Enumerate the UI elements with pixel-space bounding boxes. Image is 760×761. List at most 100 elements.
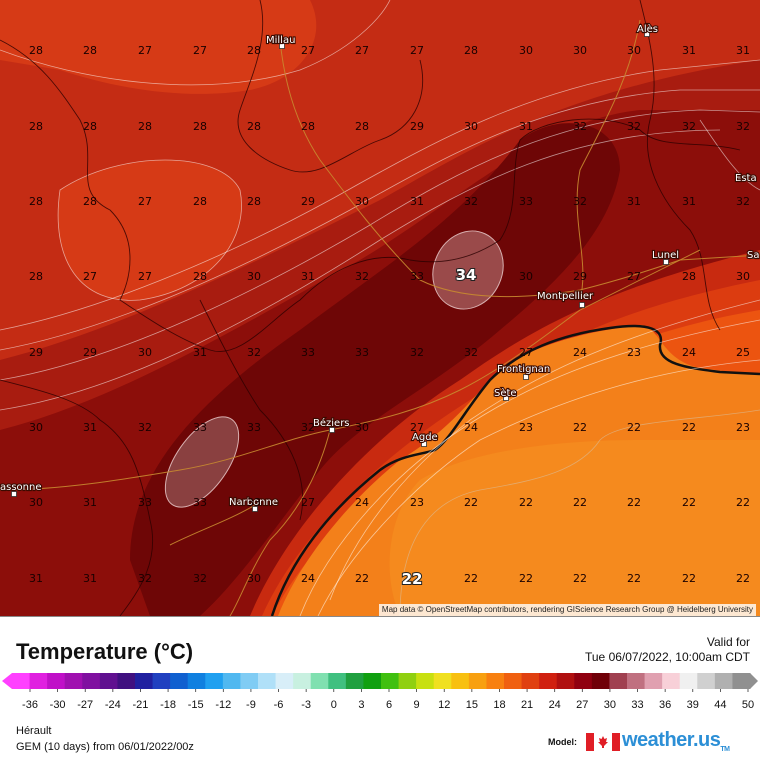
grid-value: 30	[573, 44, 587, 57]
legend-title: Temperature (°C)	[16, 639, 194, 664]
scale-tick-label: 0	[331, 699, 337, 711]
city-marker-icon[interactable]	[579, 302, 585, 308]
grid-value: 28	[29, 195, 43, 208]
grid-value: 29	[301, 195, 315, 208]
scale-tick-label: -27	[77, 699, 93, 711]
grid-value: 28	[193, 195, 207, 208]
valid-for-label: Valid for	[706, 635, 750, 649]
grid-value: 28	[29, 120, 43, 133]
scale-tick-label: 9	[414, 699, 420, 711]
grid-value: 33	[193, 496, 207, 509]
weather-us-logo[interactable]: weather.usTM	[622, 729, 730, 753]
scale-tick-label: -12	[215, 699, 231, 711]
grid-value: 31	[193, 346, 207, 359]
grid-value: 30	[138, 346, 152, 359]
grid-value: 32	[573, 120, 587, 133]
city-label: Esta	[735, 173, 757, 184]
city-marker-icon[interactable]	[644, 31, 650, 37]
grid-value: 33	[410, 270, 424, 283]
brand-trademark: TM	[720, 746, 730, 753]
city-marker-icon[interactable]	[749, 253, 755, 259]
grid-value: 28	[83, 44, 97, 57]
grid-value: 23	[627, 346, 641, 359]
roads	[0, 19, 760, 616]
grid-value: 30	[355, 421, 369, 434]
canada-flag-icon	[586, 733, 620, 751]
grid-value: 30	[736, 270, 750, 283]
city-marker-icon[interactable]	[737, 175, 743, 181]
grid-value: 27	[301, 44, 315, 57]
grid-value: 22	[736, 496, 750, 509]
grid-value: 28	[301, 120, 315, 133]
grid-value: 28	[29, 44, 43, 57]
scale-tick-label: -36	[22, 699, 38, 711]
grid-value: 28	[247, 195, 261, 208]
grid-value: 31	[519, 120, 533, 133]
grid-value: 22	[573, 496, 587, 509]
city-label: Millau	[266, 35, 295, 46]
grid-value: 28	[138, 120, 152, 133]
city-marker-icon[interactable]	[329, 427, 335, 433]
city-label: assonne	[0, 482, 42, 493]
grid-value: 31	[627, 195, 641, 208]
city-marker-icon[interactable]	[523, 374, 529, 380]
grid-value: 24	[355, 496, 369, 509]
grid-value: 32	[410, 346, 424, 359]
grid-value: 22	[573, 421, 587, 434]
grid-value: 31	[301, 270, 315, 283]
grid-value: 28	[682, 270, 696, 283]
grid-value: 33	[519, 195, 533, 208]
scale-tick-label: -9	[246, 699, 256, 711]
grid-value: 32	[138, 572, 152, 585]
city-marker-icon[interactable]	[279, 43, 285, 49]
scale-color-segment	[82, 673, 101, 689]
scale-color-segment	[187, 673, 206, 689]
scale-color-segment	[258, 673, 277, 689]
grid-value: 22	[682, 572, 696, 585]
scale-color-segment	[732, 673, 751, 689]
scale-color-segment	[451, 673, 470, 689]
grid-value: 24	[301, 572, 315, 585]
scale-tick-label: -6	[274, 699, 284, 711]
city-marker-icon[interactable]	[663, 259, 669, 265]
grid-value: 30	[519, 44, 533, 57]
city-marker-icon[interactable]	[421, 441, 427, 447]
model-label: Model:	[548, 737, 577, 747]
grid-value: 22	[627, 421, 641, 434]
grid-value: 29	[573, 270, 587, 283]
grid-value: 28	[29, 270, 43, 283]
grid-value: 31	[29, 572, 43, 585]
grid-value: 33	[138, 496, 152, 509]
grid-value: 28	[193, 270, 207, 283]
city-label: Frontignan	[497, 364, 550, 375]
grid-value: 32	[464, 346, 478, 359]
city-marker-icon[interactable]	[503, 395, 509, 401]
grid-value: 30	[247, 270, 261, 283]
scale-tick-label: 21	[521, 699, 533, 711]
grid-value: 27	[138, 195, 152, 208]
city-marker-icon[interactable]	[252, 506, 258, 512]
city-label: Lunel	[652, 250, 679, 261]
grid-value: 24	[682, 346, 696, 359]
temperature-map[interactable]: Millau Alès Esta Sa Lunel Montpellier Frontign…	[0, 0, 760, 616]
scale-color-segment	[416, 673, 435, 689]
scale-color-segment	[293, 673, 312, 689]
grid-value: 31	[410, 195, 424, 208]
city-label: Sa	[747, 250, 759, 261]
grid-value: 28	[83, 120, 97, 133]
scale-color-segment	[556, 673, 575, 689]
map-attribution[interactable]: Map data © OpenStreetMap contributors, r…	[378, 604, 756, 616]
grid-value: 28	[464, 44, 478, 57]
grid-value: 22	[736, 572, 750, 585]
color-scale-bar: -36 -30 -27 -24 -21 -18 -15 -12 -9 -6 -3 0 3 6 9 12 15 18…	[2, 673, 758, 711]
grid-value: 22	[682, 496, 696, 509]
scale-color-segment	[714, 673, 733, 689]
scale-color-segment	[644, 673, 663, 689]
scale-color-segment	[521, 673, 540, 689]
city-label: Sète	[494, 387, 517, 399]
city-marker-icon[interactable]	[11, 491, 17, 497]
grid-value: 25	[736, 346, 750, 359]
grid-value: 32	[736, 195, 750, 208]
grid-value: 32	[355, 270, 369, 283]
scale-color-segment	[240, 673, 259, 689]
